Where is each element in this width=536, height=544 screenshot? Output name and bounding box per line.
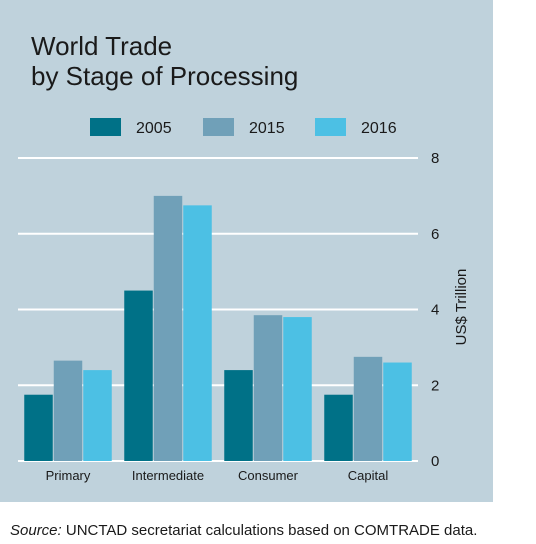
legend-swatch-2015 xyxy=(203,118,234,136)
bar-2015-consumer xyxy=(253,315,283,461)
legend-swatch-2016 xyxy=(315,118,346,136)
x-tick-label: Intermediate xyxy=(132,468,204,483)
y-tick-label: 2 xyxy=(431,377,439,394)
x-tick-label: Primary xyxy=(46,468,91,483)
bar-2005-capital xyxy=(324,394,353,461)
y-tick-label: 4 xyxy=(431,302,439,319)
bar-2016-consumer xyxy=(283,317,312,461)
bar-2005-primary xyxy=(24,394,53,461)
bar-2016-primary xyxy=(83,370,112,461)
chart-title-line-1: World Trade xyxy=(31,31,173,61)
y-tick-label: 6 xyxy=(431,226,439,243)
chart-title: World Trade by Stage of Processing xyxy=(31,31,298,91)
bar-2015-intermediate xyxy=(153,195,183,461)
bar-2005-intermediate xyxy=(124,290,153,461)
source-note: Source: UNCTAD secretariat calculations … xyxy=(10,522,477,539)
bar-2015-capital xyxy=(353,356,383,461)
bar-2016-capital xyxy=(383,362,412,461)
legend-label-2015: 2015 xyxy=(249,120,285,137)
y-axis-label: US$ Trillion xyxy=(453,269,470,346)
legend-label-2005: 2005 xyxy=(136,120,172,137)
legend-swatch-2005 xyxy=(90,118,121,136)
y-tick-label: 0 xyxy=(431,453,439,470)
bar-2015-primary xyxy=(53,360,83,461)
legend-label-2016: 2016 xyxy=(361,120,397,137)
bar-2005-consumer xyxy=(224,370,253,461)
source-text: UNCTAD secretariat calculations based on… xyxy=(61,522,478,539)
source-label: Source: xyxy=(10,522,62,539)
y-tick-label: 8 xyxy=(431,150,439,167)
x-tick-label: Capital xyxy=(348,468,389,483)
x-tick-label: Consumer xyxy=(238,468,299,483)
bar-chart: 0 2 4 6 8 Primary Intermediate Consumer Capital… xyxy=(18,118,470,483)
bar-2016-intermediate xyxy=(183,205,212,461)
chart-title-line-2: by Stage of Processing xyxy=(31,61,299,91)
